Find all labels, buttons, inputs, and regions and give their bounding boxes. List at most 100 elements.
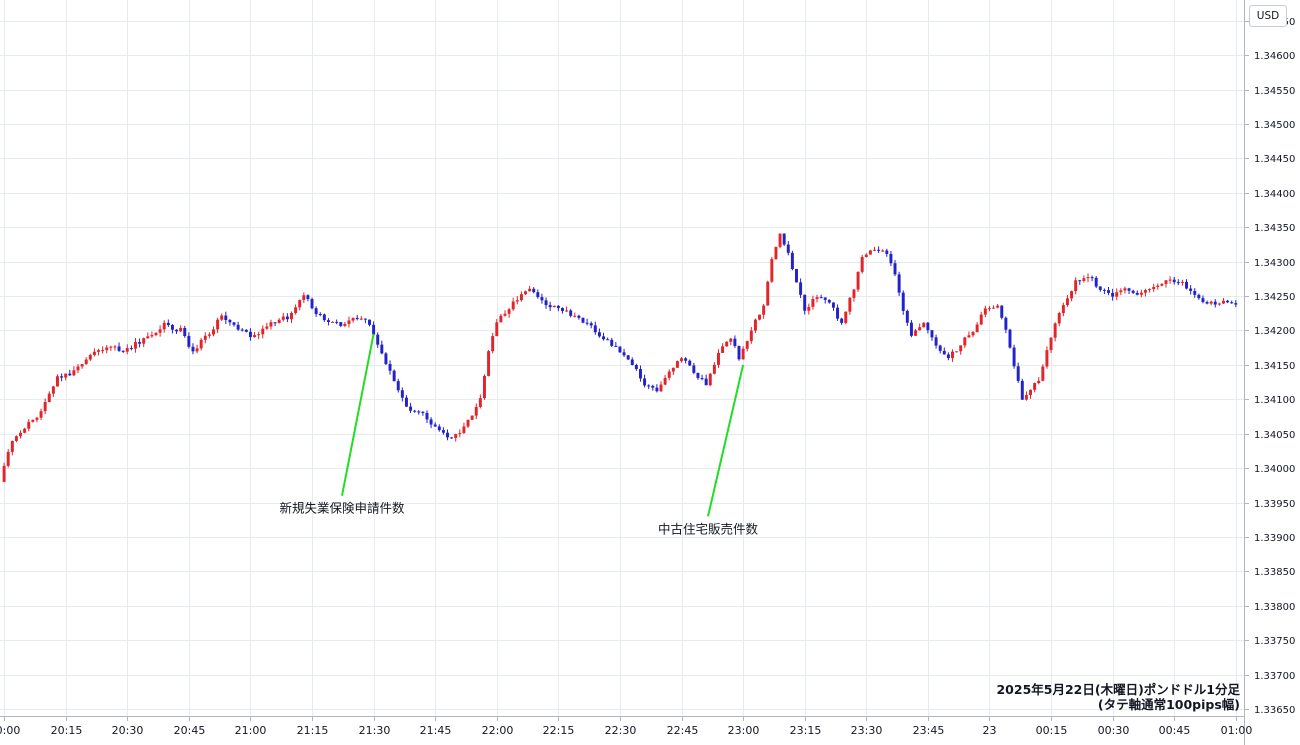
candle[interactable] bbox=[2, 462, 6, 483]
candle[interactable] bbox=[873, 246, 876, 252]
candle[interactable] bbox=[622, 348, 626, 358]
candle[interactable] bbox=[1143, 288, 1147, 297]
candle[interactable] bbox=[269, 319, 273, 330]
candle[interactable] bbox=[1061, 302, 1065, 317]
candle[interactable] bbox=[47, 391, 51, 403]
candle[interactable] bbox=[1045, 346, 1049, 369]
candle[interactable] bbox=[228, 318, 232, 326]
candle[interactable] bbox=[1209, 300, 1213, 306]
candle[interactable] bbox=[1160, 283, 1164, 287]
candle[interactable] bbox=[823, 297, 827, 304]
candle[interactable] bbox=[203, 332, 207, 344]
candle[interactable] bbox=[511, 297, 515, 311]
candle[interactable] bbox=[1029, 389, 1032, 399]
candle[interactable] bbox=[1172, 276, 1176, 285]
candle[interactable] bbox=[1016, 362, 1020, 383]
candle[interactable] bbox=[310, 297, 314, 310]
candle[interactable] bbox=[384, 352, 388, 366]
candle[interactable] bbox=[524, 290, 527, 295]
candle[interactable] bbox=[474, 403, 478, 420]
candle[interactable] bbox=[1217, 302, 1221, 306]
candle[interactable] bbox=[1111, 288, 1115, 301]
candle[interactable] bbox=[158, 325, 162, 337]
candle[interactable] bbox=[795, 268, 798, 283]
candle[interactable] bbox=[1226, 299, 1230, 304]
candle[interactable] bbox=[503, 310, 507, 317]
candle[interactable] bbox=[1127, 287, 1131, 295]
candle[interactable] bbox=[840, 317, 844, 325]
candle[interactable] bbox=[807, 303, 811, 315]
candle[interactable] bbox=[1189, 285, 1193, 295]
candle[interactable] bbox=[113, 345, 117, 351]
candle[interactable] bbox=[409, 402, 413, 413]
candle[interactable] bbox=[1065, 295, 1069, 307]
candle[interactable] bbox=[6, 449, 10, 468]
candle[interactable] bbox=[651, 384, 655, 391]
candle[interactable] bbox=[606, 337, 610, 341]
candle[interactable] bbox=[1168, 276, 1172, 284]
candle[interactable] bbox=[236, 321, 240, 331]
candle[interactable] bbox=[680, 357, 684, 363]
candle[interactable] bbox=[232, 322, 236, 327]
candle[interactable] bbox=[938, 344, 942, 354]
candle[interactable] bbox=[926, 321, 930, 334]
candle[interactable] bbox=[1205, 300, 1209, 305]
candle[interactable] bbox=[766, 280, 770, 306]
candle[interactable] bbox=[183, 325, 187, 338]
price-axis[interactable]: 1.346501.346001.345501.345001.344501.344… bbox=[1244, 17, 1295, 716]
candle[interactable] bbox=[877, 246, 881, 254]
candle[interactable] bbox=[1176, 279, 1180, 286]
candle[interactable] bbox=[946, 352, 950, 361]
candle[interactable] bbox=[302, 292, 306, 304]
candle[interactable] bbox=[712, 362, 716, 375]
candle[interactable] bbox=[704, 374, 708, 386]
candle[interactable] bbox=[413, 409, 417, 413]
candle[interactable] bbox=[585, 318, 589, 326]
candle[interactable] bbox=[117, 342, 121, 352]
candle[interactable] bbox=[852, 288, 856, 302]
candle[interactable] bbox=[1053, 322, 1057, 342]
candle[interactable] bbox=[1107, 286, 1110, 296]
candle[interactable] bbox=[618, 346, 622, 353]
candle[interactable] bbox=[429, 417, 433, 429]
candle[interactable] bbox=[827, 299, 831, 304]
candle[interactable] bbox=[614, 342, 618, 347]
candle[interactable] bbox=[372, 321, 376, 336]
candle[interactable] bbox=[975, 321, 979, 333]
candle[interactable] bbox=[749, 326, 753, 344]
candle[interactable] bbox=[170, 324, 174, 334]
candle[interactable] bbox=[92, 348, 96, 357]
candle[interactable] bbox=[971, 331, 975, 338]
candle[interactable] bbox=[1156, 283, 1160, 290]
candle[interactable] bbox=[277, 318, 281, 324]
candle[interactable] bbox=[799, 278, 803, 299]
candle[interactable] bbox=[72, 366, 76, 377]
candle[interactable] bbox=[306, 294, 310, 302]
candle[interactable] bbox=[737, 345, 741, 361]
candle[interactable] bbox=[696, 372, 700, 380]
candle[interactable] bbox=[433, 422, 437, 427]
candle[interactable] bbox=[905, 309, 909, 326]
candle[interactable] bbox=[836, 304, 840, 321]
candle[interactable] bbox=[786, 241, 790, 256]
candle[interactable] bbox=[314, 306, 318, 317]
candle[interactable] bbox=[105, 345, 109, 354]
candle[interactable] bbox=[35, 416, 39, 423]
candle[interactable] bbox=[43, 398, 47, 415]
candle[interactable] bbox=[466, 419, 470, 428]
candle[interactable] bbox=[1119, 288, 1123, 296]
candle[interactable] bbox=[27, 419, 31, 432]
candle[interactable] bbox=[290, 311, 293, 323]
candle[interactable] bbox=[897, 271, 901, 296]
candle[interactable] bbox=[634, 363, 638, 371]
candle[interactable] bbox=[162, 320, 166, 333]
candle[interactable] bbox=[335, 319, 339, 325]
candle[interactable] bbox=[630, 357, 634, 366]
candle[interactable] bbox=[207, 332, 211, 339]
candle[interactable] bbox=[729, 337, 733, 346]
candle[interactable] bbox=[318, 312, 322, 317]
candle[interactable] bbox=[417, 410, 421, 415]
candle[interactable] bbox=[1041, 364, 1045, 382]
candle[interactable] bbox=[987, 306, 991, 312]
